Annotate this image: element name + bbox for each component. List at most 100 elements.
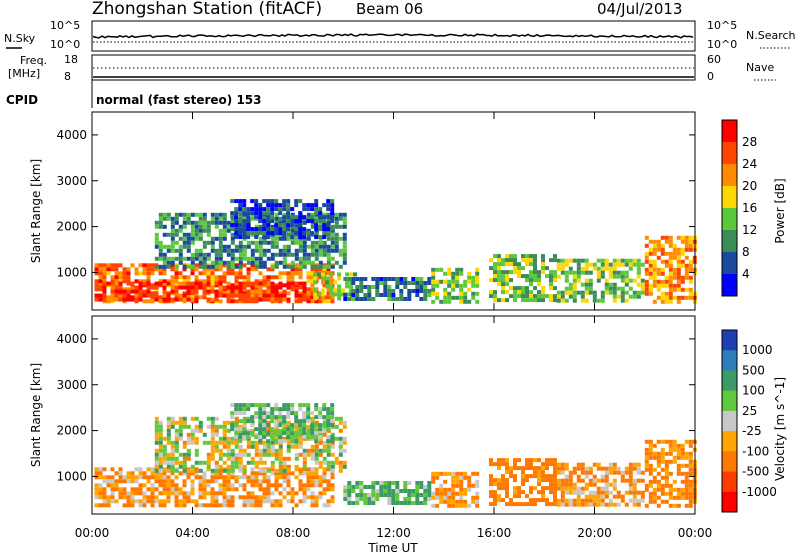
heatmap-cell bbox=[379, 481, 384, 485]
heatmap-cell bbox=[270, 427, 275, 432]
heatmap-cell bbox=[329, 280, 334, 285]
heatmap-cell bbox=[564, 262, 569, 267]
heatmap-cell bbox=[294, 467, 299, 472]
heatmap-cell bbox=[330, 407, 335, 412]
heatmap-cell bbox=[94, 471, 99, 476]
heatmap-cell bbox=[258, 427, 263, 432]
heatmap-cell bbox=[186, 475, 191, 480]
heatmap-cell bbox=[190, 432, 195, 437]
heatmap-cell bbox=[170, 440, 175, 445]
heatmap-cell bbox=[162, 260, 167, 265]
heatmap-cell bbox=[395, 281, 400, 285]
heatmap-cell bbox=[298, 285, 303, 290]
heatmap-cell bbox=[270, 224, 275, 229]
heatmap-cell bbox=[652, 267, 657, 272]
heatmap-cell bbox=[330, 415, 335, 420]
heatmap-cell bbox=[294, 240, 299, 245]
heatmap-cell bbox=[572, 294, 577, 299]
velocity-heatmap bbox=[94, 403, 697, 508]
heatmap-cell bbox=[572, 270, 577, 275]
heatmap-cell bbox=[347, 501, 352, 505]
heatmap-cell bbox=[318, 464, 323, 469]
heatmap-cell bbox=[652, 475, 657, 480]
heatmap-cell bbox=[270, 293, 275, 298]
colorbar-tick-label: 16 bbox=[742, 201, 757, 215]
heatmap-cell bbox=[206, 424, 211, 429]
heatmap-cell bbox=[533, 486, 537, 491]
heatmap-cell bbox=[672, 479, 677, 484]
heatmap-cell bbox=[596, 494, 601, 499]
heatmap-cell bbox=[278, 415, 283, 420]
heatmap-cell bbox=[142, 263, 147, 268]
heatmap-cell bbox=[138, 499, 143, 504]
heatmap-cell bbox=[210, 285, 215, 290]
heatmap-cell bbox=[387, 497, 392, 501]
heatmap-cell bbox=[525, 286, 529, 291]
heatmap-cell bbox=[525, 258, 529, 263]
heatmap-cell bbox=[110, 297, 115, 302]
heatmap-cell bbox=[246, 431, 251, 436]
heatmap-cell bbox=[110, 279, 115, 284]
heatmap-cell bbox=[122, 271, 127, 276]
heatmap-cell bbox=[122, 279, 127, 284]
heatmap-cell bbox=[190, 491, 195, 496]
heatmap-cell bbox=[274, 240, 279, 245]
heatmap-cell bbox=[106, 483, 111, 488]
heatmap-cell bbox=[306, 256, 311, 261]
heatmap-cell bbox=[170, 267, 175, 272]
heatmap-cell bbox=[652, 491, 657, 496]
heatmap-cell bbox=[435, 279, 440, 284]
heatmap-cell bbox=[298, 235, 303, 240]
heatmap-cell bbox=[250, 285, 255, 290]
heatmap-cell bbox=[206, 281, 211, 286]
heatmap-cell bbox=[98, 467, 103, 472]
heatmap-cell bbox=[533, 278, 537, 283]
heatmap-cell bbox=[455, 491, 460, 496]
heatmap-cell bbox=[142, 471, 147, 476]
heatmap-cell bbox=[174, 295, 179, 300]
heatmap-cell bbox=[529, 466, 533, 471]
heatmap-cell bbox=[278, 291, 283, 296]
heatmap-cell bbox=[314, 223, 319, 228]
heatmap-cell bbox=[170, 289, 175, 294]
heatmap-cell bbox=[170, 228, 175, 233]
heatmap-cell bbox=[114, 499, 119, 504]
heatmap-cell bbox=[230, 495, 235, 500]
heatmap-cell bbox=[628, 470, 633, 475]
heatmap-cell bbox=[509, 502, 513, 507]
heatmap-cell bbox=[537, 490, 541, 495]
heatmap-cell bbox=[142, 289, 147, 294]
heatmap-cell bbox=[588, 502, 593, 507]
heatmap-cell bbox=[202, 285, 207, 290]
heatmap-cell bbox=[202, 240, 207, 245]
heatmap-cell bbox=[620, 494, 625, 499]
heatmap-cell bbox=[612, 258, 617, 263]
heatmap-cell bbox=[190, 416, 195, 421]
heatmap-cell bbox=[182, 444, 187, 449]
heatmap-cell bbox=[174, 444, 179, 449]
heatmap-cell bbox=[190, 220, 195, 225]
heatmap-cell bbox=[254, 289, 259, 294]
heatmap-cell bbox=[660, 291, 665, 296]
heatmap-cell bbox=[656, 287, 661, 292]
y-tick-label: 1000 bbox=[56, 265, 87, 279]
heatmap-cell bbox=[294, 231, 299, 236]
heatmap-cell bbox=[628, 478, 633, 483]
heatmap-cell bbox=[553, 482, 557, 487]
heatmap-cell bbox=[533, 470, 537, 475]
heatmap-cell bbox=[431, 279, 436, 284]
heatmap-cell bbox=[604, 466, 609, 471]
heatmap-cell bbox=[371, 497, 376, 501]
heatmap-cell bbox=[222, 432, 227, 437]
heatmap-cell bbox=[210, 428, 215, 433]
heatmap-cell bbox=[302, 256, 307, 261]
heatmap-cell bbox=[170, 279, 175, 284]
heatmap-cell bbox=[298, 499, 303, 504]
heatmap-cell bbox=[318, 235, 323, 240]
heatmap-cell bbox=[435, 267, 440, 272]
heatmap-cell bbox=[262, 293, 267, 298]
heatmap-cell bbox=[337, 292, 342, 297]
heatmap-cell bbox=[294, 224, 299, 229]
heatmap-cell bbox=[238, 456, 243, 461]
heatmap-cell bbox=[359, 481, 364, 485]
